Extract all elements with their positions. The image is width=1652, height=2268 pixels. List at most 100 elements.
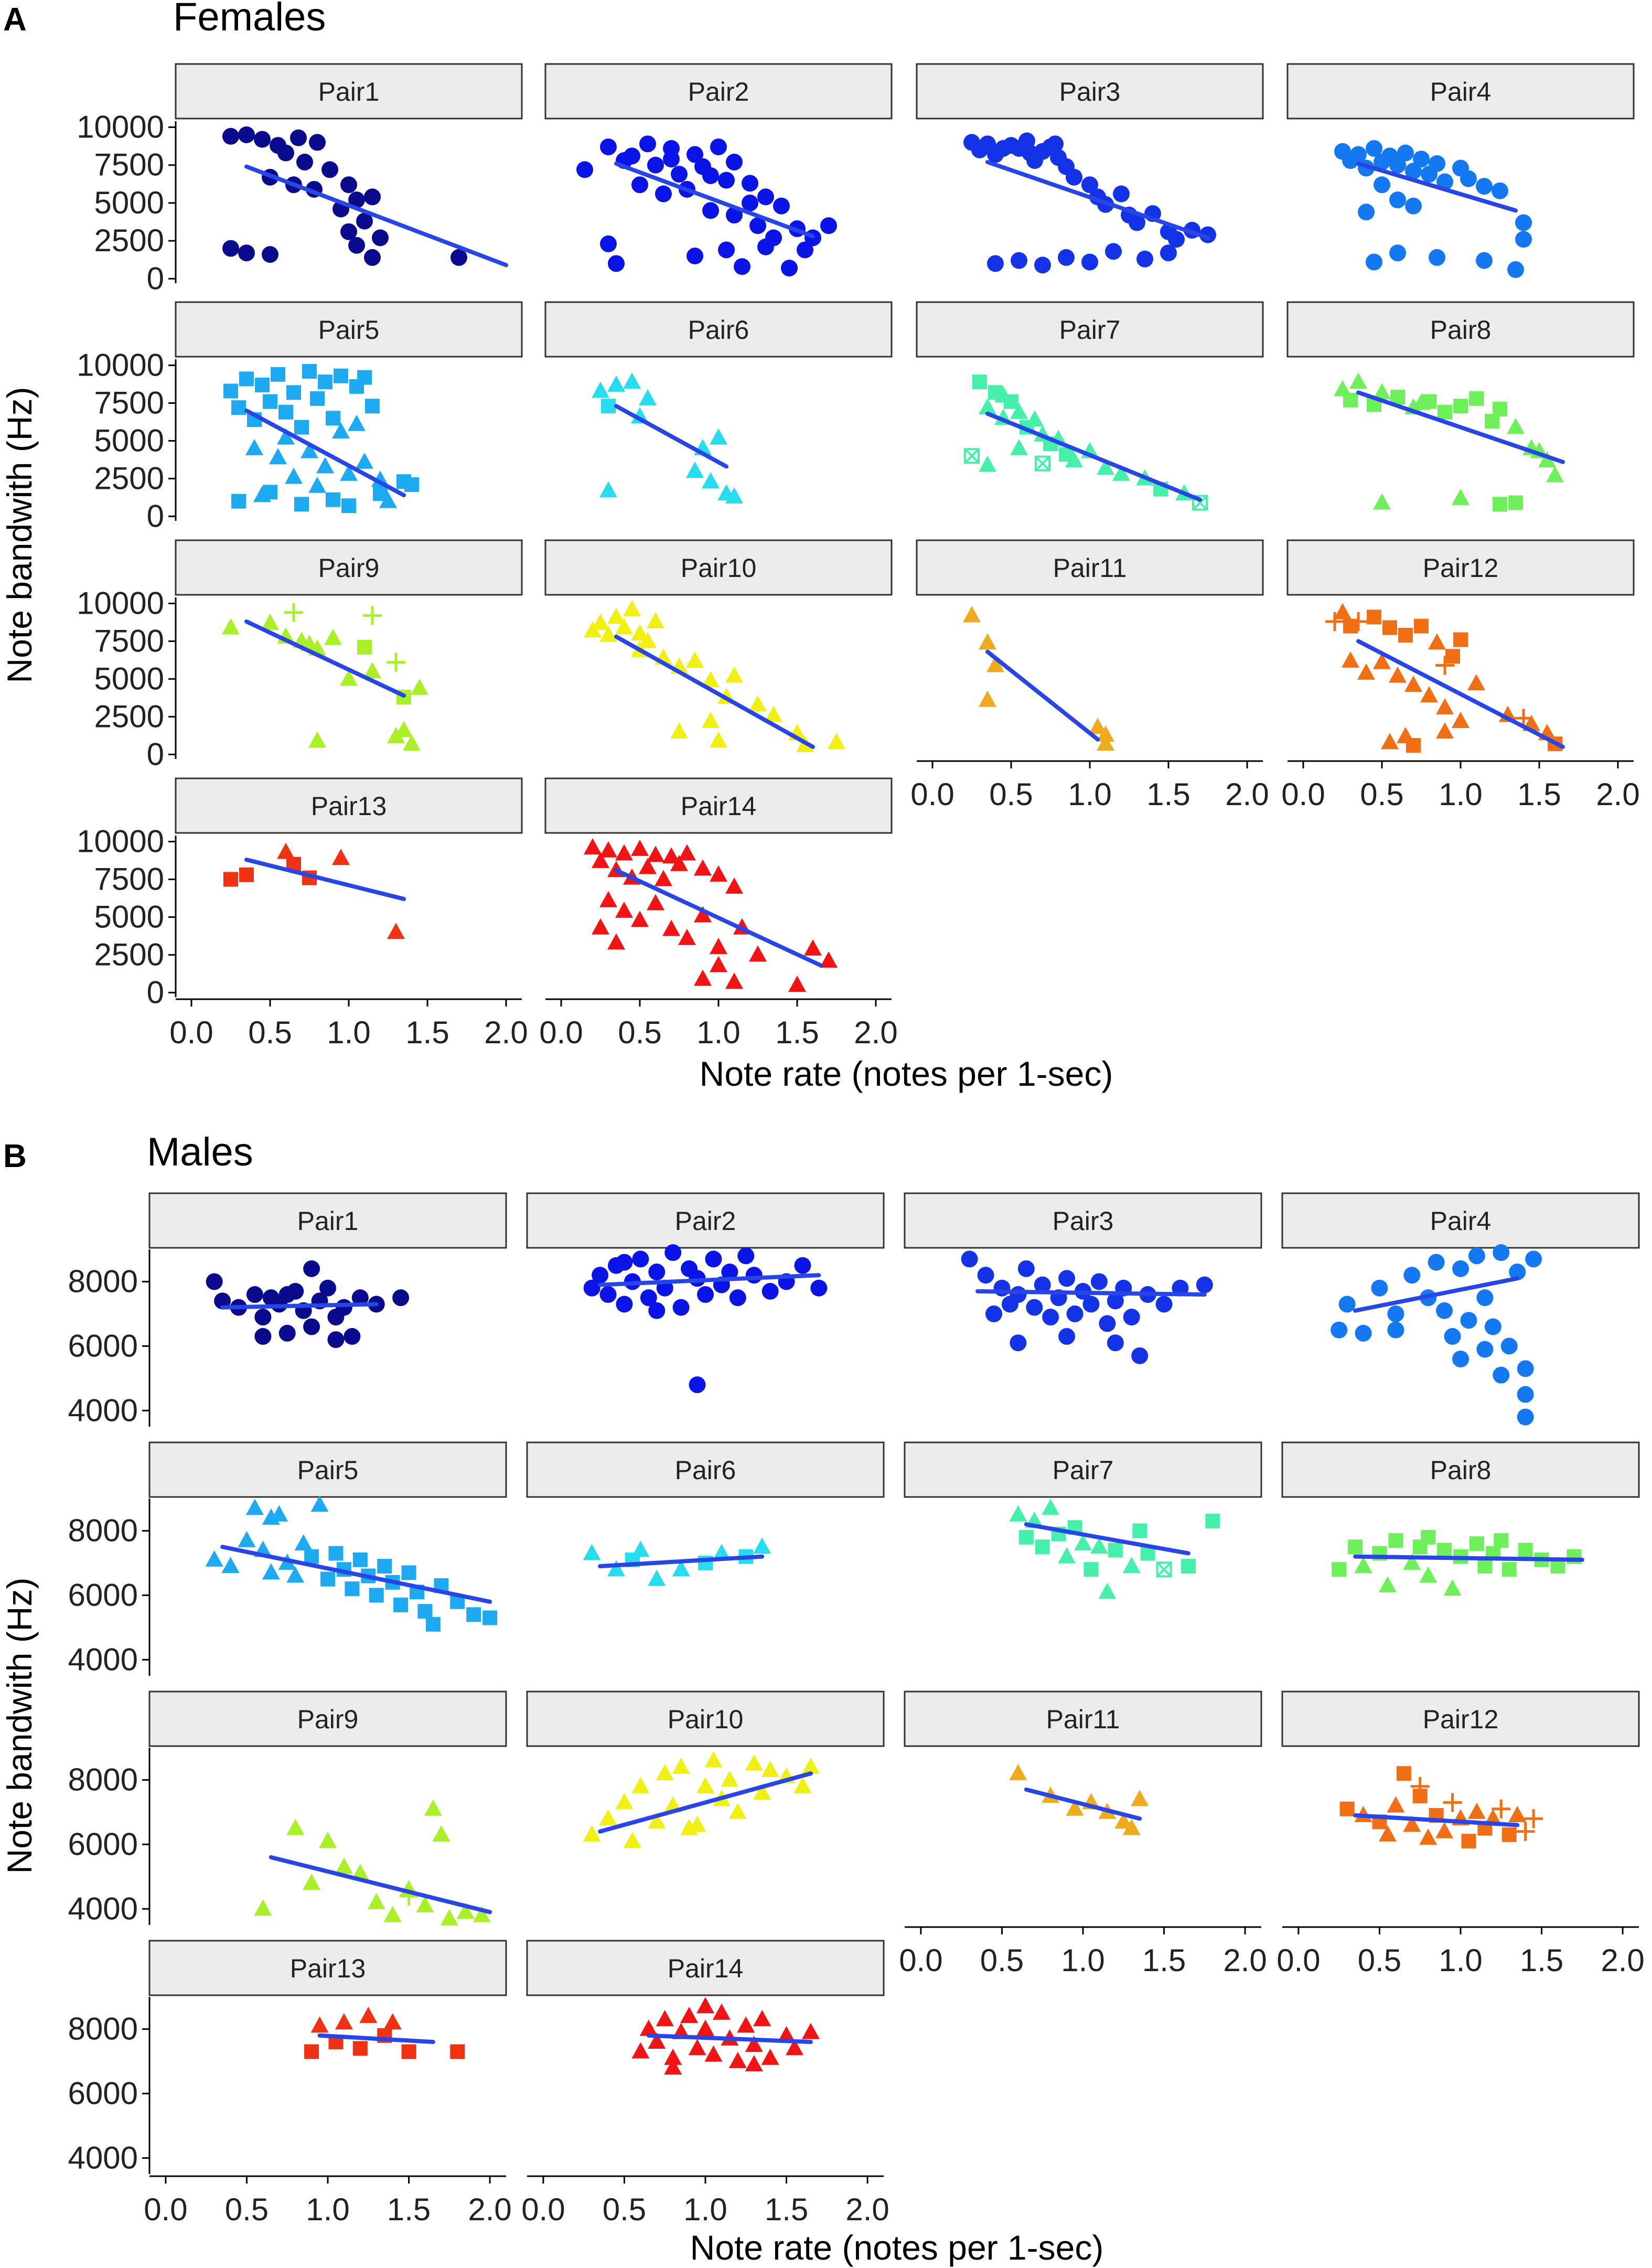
data-point [592,1267,609,1284]
x-tick-label: 0.0 [539,1015,583,1050]
data-point [1515,214,1532,231]
data-point [1022,144,1038,162]
data-point [1444,1328,1461,1345]
data-point [1508,1806,1527,1823]
data-point [1389,156,1406,174]
data-point [334,368,348,383]
x-tick-label: 1.0 [1439,777,1482,812]
facet-strip-label: Pair13 [311,791,387,821]
data-point [387,726,405,743]
data-point [986,656,1004,672]
facet-strip-label: Pair14 [668,1954,744,1983]
data-point [672,1560,690,1577]
regression-line [985,649,1100,742]
data-point [1517,1386,1534,1403]
females-facet-pair12: Pair12 0.0 0.5 1.0 1.5 2.0 [1281,539,1640,812]
data-point [351,1289,369,1307]
data-point [316,457,334,474]
y-tick-label: 4000 [68,1642,138,1677]
data-point [647,846,664,862]
data-point [246,1286,263,1303]
data-point [1509,1264,1526,1281]
data-point [1108,1543,1123,1558]
data-point [308,476,326,493]
facet-strip-label: Pair4 [1430,77,1492,106]
data-point [238,244,255,262]
data-point [672,1299,690,1316]
regression-line [985,159,1210,240]
data-point [1058,1270,1076,1287]
data-point [327,1331,345,1349]
data-point [742,175,758,192]
x-tick-label: 2.0 [1596,777,1639,812]
data-point [1437,1543,1452,1558]
x-tick-label: 0.5 [248,1015,292,1050]
data-point [786,2039,803,2056]
data-point [303,1260,320,1277]
data-point [972,375,987,390]
regression-line [1356,390,1565,464]
data-point [1443,1579,1462,1596]
data-point [1042,1499,1060,1515]
data-point [728,1802,747,1819]
data-point [1026,410,1044,427]
data-point [332,849,350,865]
data-point [277,144,294,162]
data-point [254,1328,272,1345]
data-point [1493,1244,1510,1261]
data-point [631,1777,650,1793]
regression-line [1356,639,1565,749]
data-point [726,153,743,170]
facet-strip [175,301,523,358]
data-point [648,2032,666,2049]
data-point [1131,1347,1149,1364]
data-point [369,1588,384,1603]
data-point [1122,1818,1141,1835]
data-point [639,135,656,153]
data-point [1467,1802,1486,1819]
facet-strip [148,1192,507,1249]
data-point [737,1247,755,1265]
data-point [1107,1292,1124,1310]
data-point [686,146,703,163]
data-point [725,487,743,504]
data-point [294,420,309,435]
data-point [1507,261,1524,279]
facet-strip-label: Pair2 [688,77,749,106]
data-point [1452,1260,1469,1277]
data-point [1516,1822,1535,1841]
facet-strip-label: Pair9 [297,1705,359,1734]
regression-line [614,634,815,749]
x-tick-label: 2.0 [1223,1943,1267,1978]
facet-strip-label: Pair11 [1046,1705,1120,1734]
males-facet-pair6: Pair6 [526,1441,885,1586]
facet-strip [904,1441,1262,1498]
data-point [269,448,287,465]
data-point [728,2051,747,2068]
data-point [648,1812,666,1829]
data-point [656,2010,674,2027]
data-point [1196,1276,1213,1293]
x-tick-label: 0.5 [225,2192,269,2227]
data-point [1484,1318,1501,1335]
data-point [655,185,672,202]
y-tick-label: 0 [147,975,164,1010]
regression-line [614,404,728,469]
data-point [765,705,782,722]
data-point [1435,656,1454,675]
facet-strip [544,63,893,120]
data-point [639,389,657,405]
x-tick-label: 1.5 [1517,777,1561,812]
facet-strip-label: Pair8 [1430,1456,1492,1485]
data-point [721,1770,739,1787]
data-point [1090,1537,1108,1554]
males-facet-pair1: Pair1 4000 6000 8000 [68,1192,507,1428]
data-point [262,1563,280,1580]
data-point [254,1899,272,1916]
data-point [688,1815,706,1832]
data-point [1010,1286,1027,1303]
regression-line [646,2033,813,2045]
data-point [592,613,609,630]
data-point [286,1818,305,1835]
data-point [352,2041,368,2056]
